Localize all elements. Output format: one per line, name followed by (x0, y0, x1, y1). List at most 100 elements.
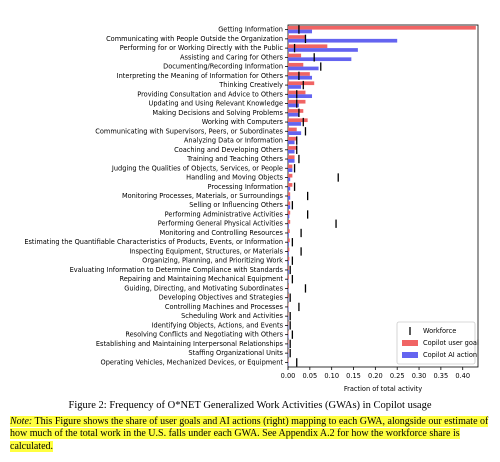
bar (288, 269, 289, 274)
y-tick-label: Organizing, Planning, and Prioritizing W… (142, 257, 283, 265)
bar (288, 186, 291, 191)
bar (288, 127, 297, 132)
bar (288, 103, 299, 108)
bar (288, 223, 289, 228)
y-tick-label: Performing Administrative Activities (165, 210, 284, 218)
bar (288, 168, 293, 172)
bar (288, 112, 299, 117)
bar (288, 155, 295, 160)
y-tick-label: Working with Computers (202, 118, 284, 126)
y-tick-label: Getting Information (218, 26, 283, 34)
y-tick-label: Analyzing Data or Information (184, 137, 283, 145)
bar (288, 29, 313, 34)
bar (288, 183, 293, 187)
bar (288, 214, 290, 219)
bar (288, 85, 302, 89)
bar (288, 159, 295, 163)
bar (288, 201, 291, 206)
y-tick-label: Staffing Organizational Units (188, 349, 283, 357)
y-tick-label: Interpreting the Meaning of Information … (117, 72, 284, 80)
y-tick-label: Resolving Conflicts and Negotiating with… (125, 331, 283, 339)
x-tick-label: 0.25 (390, 372, 405, 380)
bar (288, 242, 289, 246)
x-axis-label: Fraction of total activity (344, 385, 422, 393)
y-tick-label: Evaluating Information to Determine Comp… (70, 266, 284, 274)
y-tick-label: Inspecting Equipment, Structures, or Mat… (129, 247, 283, 255)
bar (288, 53, 302, 58)
bar (288, 66, 319, 71)
bar (288, 257, 290, 261)
legend-label: Copilot AI action (423, 351, 477, 359)
y-tick-label: Documenting/Recording Information (163, 63, 283, 71)
y-tick-label: Monitoring and Controlling Resources (160, 229, 284, 237)
bar (288, 109, 304, 113)
y-tick-label: Selling or Influencing Others (189, 201, 283, 209)
bar (288, 81, 315, 86)
bar (288, 284, 289, 289)
y-tick-label: Identifying Objects, Actions, and Events (152, 321, 284, 329)
bar (288, 48, 358, 52)
legend-label: Workforce (423, 327, 456, 335)
y-tick-label: Communicating with People Outside the Or… (106, 35, 283, 43)
x-tick-label: 0.20 (368, 372, 383, 380)
chart: Fraction of total activity 0.00 0.05 0.10 0… (24, 24, 479, 393)
bar (288, 131, 302, 135)
y-tick-label: Establishing and Maintaining Interperson… (96, 340, 284, 348)
bar (288, 251, 289, 256)
y-tick-label: Handling and Moving Objects (186, 174, 283, 182)
bar (288, 140, 295, 145)
y-tick-label: Controlling Machines and Processes (165, 303, 284, 311)
legend-swatch (402, 340, 418, 346)
y-tick-label: Repairing and Maintaining Mechanical Equ… (119, 275, 283, 283)
legend-label: Copilot user goal (423, 339, 479, 347)
bar (288, 122, 302, 126)
y-tick-label: Thinking Creatively (218, 81, 283, 89)
y-tick-label: Developing Objectives and Strategies (159, 294, 284, 302)
y-tick-label: Providing Consultation and Advice to Oth… (137, 90, 283, 98)
bar (288, 192, 291, 196)
y-tick-label: Performing General Physical Activities (158, 220, 284, 228)
x-tick-label: 0.00 (281, 372, 296, 380)
bar (288, 38, 398, 43)
y-tick-label: Scheduling Work and Activities (181, 312, 283, 320)
y-tick-label: Updating and Using Relevant Knowledge (149, 100, 283, 108)
y-tick-label: Processing Information (208, 183, 283, 191)
note-label: Note: (10, 416, 33, 427)
bar (288, 44, 328, 49)
y-tick-label: Monitoring Processes, Materials, or Surr… (122, 192, 284, 200)
x-tick-label: 0.30 (412, 372, 427, 380)
y-tick-label: Guiding, Directing, and Motivating Subor… (124, 284, 283, 292)
y-tick-label: Communicating with Supervisors, Peers, o… (95, 127, 283, 135)
bar (288, 164, 293, 169)
bar (288, 275, 289, 280)
y-tick-label: Coaching and Developing Others (174, 146, 283, 154)
bar (288, 173, 293, 178)
legend-swatch (402, 352, 418, 358)
y-tick-label: Estimating the Quantifiable Characterist… (24, 238, 283, 246)
bar (288, 35, 306, 39)
bar (288, 146, 297, 150)
y-tick-label: Training and Teaching Others (186, 155, 283, 163)
bar (288, 293, 289, 298)
y-tick-label: Assisting and Caring for Others (180, 53, 284, 61)
y-tick-label: Performing for or Working Directly with … (120, 44, 284, 52)
bar (288, 94, 313, 99)
bar (288, 232, 289, 237)
x-tick-label: 0.35 (434, 372, 449, 380)
bar (288, 205, 291, 209)
bar (288, 177, 291, 182)
bar (288, 238, 290, 243)
figure-note: Note: This Figure shows the share of use… (10, 416, 492, 453)
bar (288, 118, 308, 123)
y-tick-label: Operating Vehicles, Mechanized Devices, … (101, 358, 284, 366)
plot-frame (287, 24, 479, 368)
x-tick-label: 0.15 (346, 372, 361, 380)
bar (288, 196, 291, 200)
x-tick-label: 0.05 (302, 372, 317, 380)
note-text: This Figure shows the share of user goal… (10, 416, 489, 452)
bar (288, 75, 313, 80)
bar (288, 210, 291, 215)
bar (288, 247, 290, 252)
bar (288, 62, 304, 67)
